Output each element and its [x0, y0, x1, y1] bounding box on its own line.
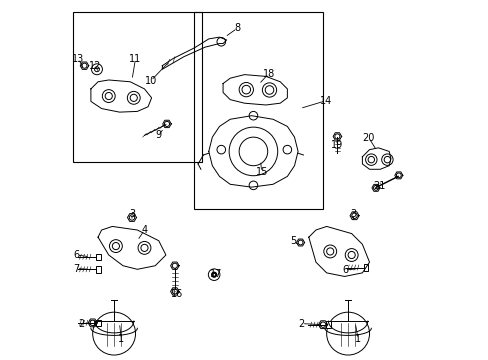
Text: 2: 2 — [298, 319, 304, 329]
Text: 8: 8 — [234, 23, 240, 33]
Text: 9: 9 — [155, 130, 161, 140]
Bar — [325, 321, 330, 328]
Bar — [363, 264, 367, 271]
Text: 4: 4 — [141, 225, 147, 235]
Text: 20: 20 — [362, 133, 374, 143]
Text: 7: 7 — [73, 264, 80, 274]
Bar — [96, 266, 101, 273]
Text: 19: 19 — [330, 140, 342, 150]
Text: 2: 2 — [78, 319, 84, 329]
Bar — [96, 320, 101, 326]
Text: 6: 6 — [73, 250, 80, 260]
Text: 17: 17 — [209, 269, 222, 279]
Text: 11: 11 — [129, 54, 142, 64]
Text: 3: 3 — [129, 209, 135, 219]
Text: 3: 3 — [350, 209, 356, 219]
Text: 14: 14 — [319, 96, 331, 106]
Text: 5: 5 — [290, 236, 296, 246]
Text: 6: 6 — [342, 265, 347, 275]
Text: 10: 10 — [144, 76, 157, 86]
Text: 12: 12 — [89, 61, 102, 71]
Text: 13: 13 — [72, 54, 84, 64]
Text: 16: 16 — [170, 289, 183, 299]
Text: 18: 18 — [262, 68, 274, 78]
Bar — [96, 253, 101, 260]
Text: 1: 1 — [118, 334, 124, 344]
Bar — [194, 12, 323, 208]
Text: 15: 15 — [255, 167, 267, 177]
Bar — [73, 12, 201, 162]
Text: 1: 1 — [354, 334, 361, 344]
Text: 21: 21 — [372, 181, 385, 192]
